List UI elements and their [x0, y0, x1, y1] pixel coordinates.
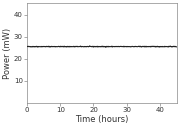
X-axis label: Time (hours): Time (hours): [75, 115, 129, 124]
Y-axis label: Power (mW): Power (mW): [3, 28, 12, 79]
